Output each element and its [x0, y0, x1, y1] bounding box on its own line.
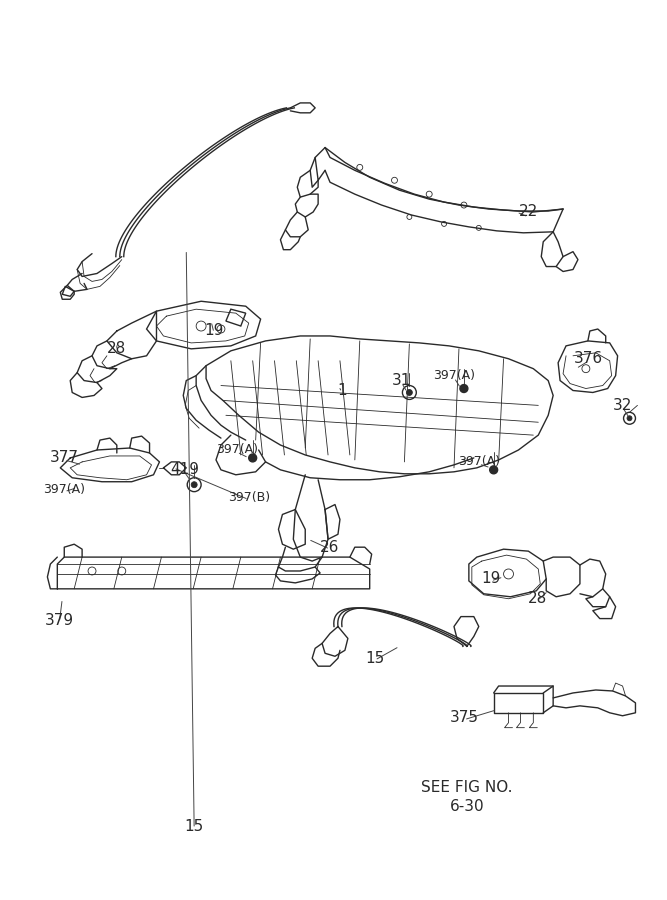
Text: 397(A): 397(A): [433, 369, 475, 382]
Text: 15: 15: [185, 819, 204, 834]
Text: 26: 26: [320, 540, 340, 554]
Text: 1: 1: [337, 383, 347, 398]
Text: 375: 375: [450, 710, 478, 725]
Text: 28: 28: [528, 591, 547, 607]
Text: 19: 19: [204, 323, 223, 338]
Text: 32: 32: [613, 398, 632, 413]
Circle shape: [490, 466, 498, 473]
Circle shape: [627, 416, 632, 420]
Text: 397(A): 397(A): [43, 483, 85, 496]
Circle shape: [249, 454, 257, 462]
Text: 397(A): 397(A): [458, 455, 500, 468]
Text: 376: 376: [574, 351, 604, 366]
Text: 31: 31: [392, 374, 411, 388]
Text: 419: 419: [170, 463, 199, 477]
Text: 377: 377: [50, 450, 79, 465]
Text: 28: 28: [107, 341, 127, 356]
Circle shape: [460, 384, 468, 392]
Text: 15: 15: [365, 651, 384, 666]
Text: 22: 22: [519, 204, 538, 220]
Text: SEE FIG NO.
6-30: SEE FIG NO. 6-30: [421, 779, 513, 814]
Text: 379: 379: [45, 613, 74, 628]
Text: 397(B): 397(B): [227, 491, 269, 504]
Text: 19: 19: [481, 572, 500, 587]
Circle shape: [191, 482, 197, 488]
Circle shape: [406, 390, 412, 395]
Text: 397(A): 397(A): [216, 444, 258, 456]
